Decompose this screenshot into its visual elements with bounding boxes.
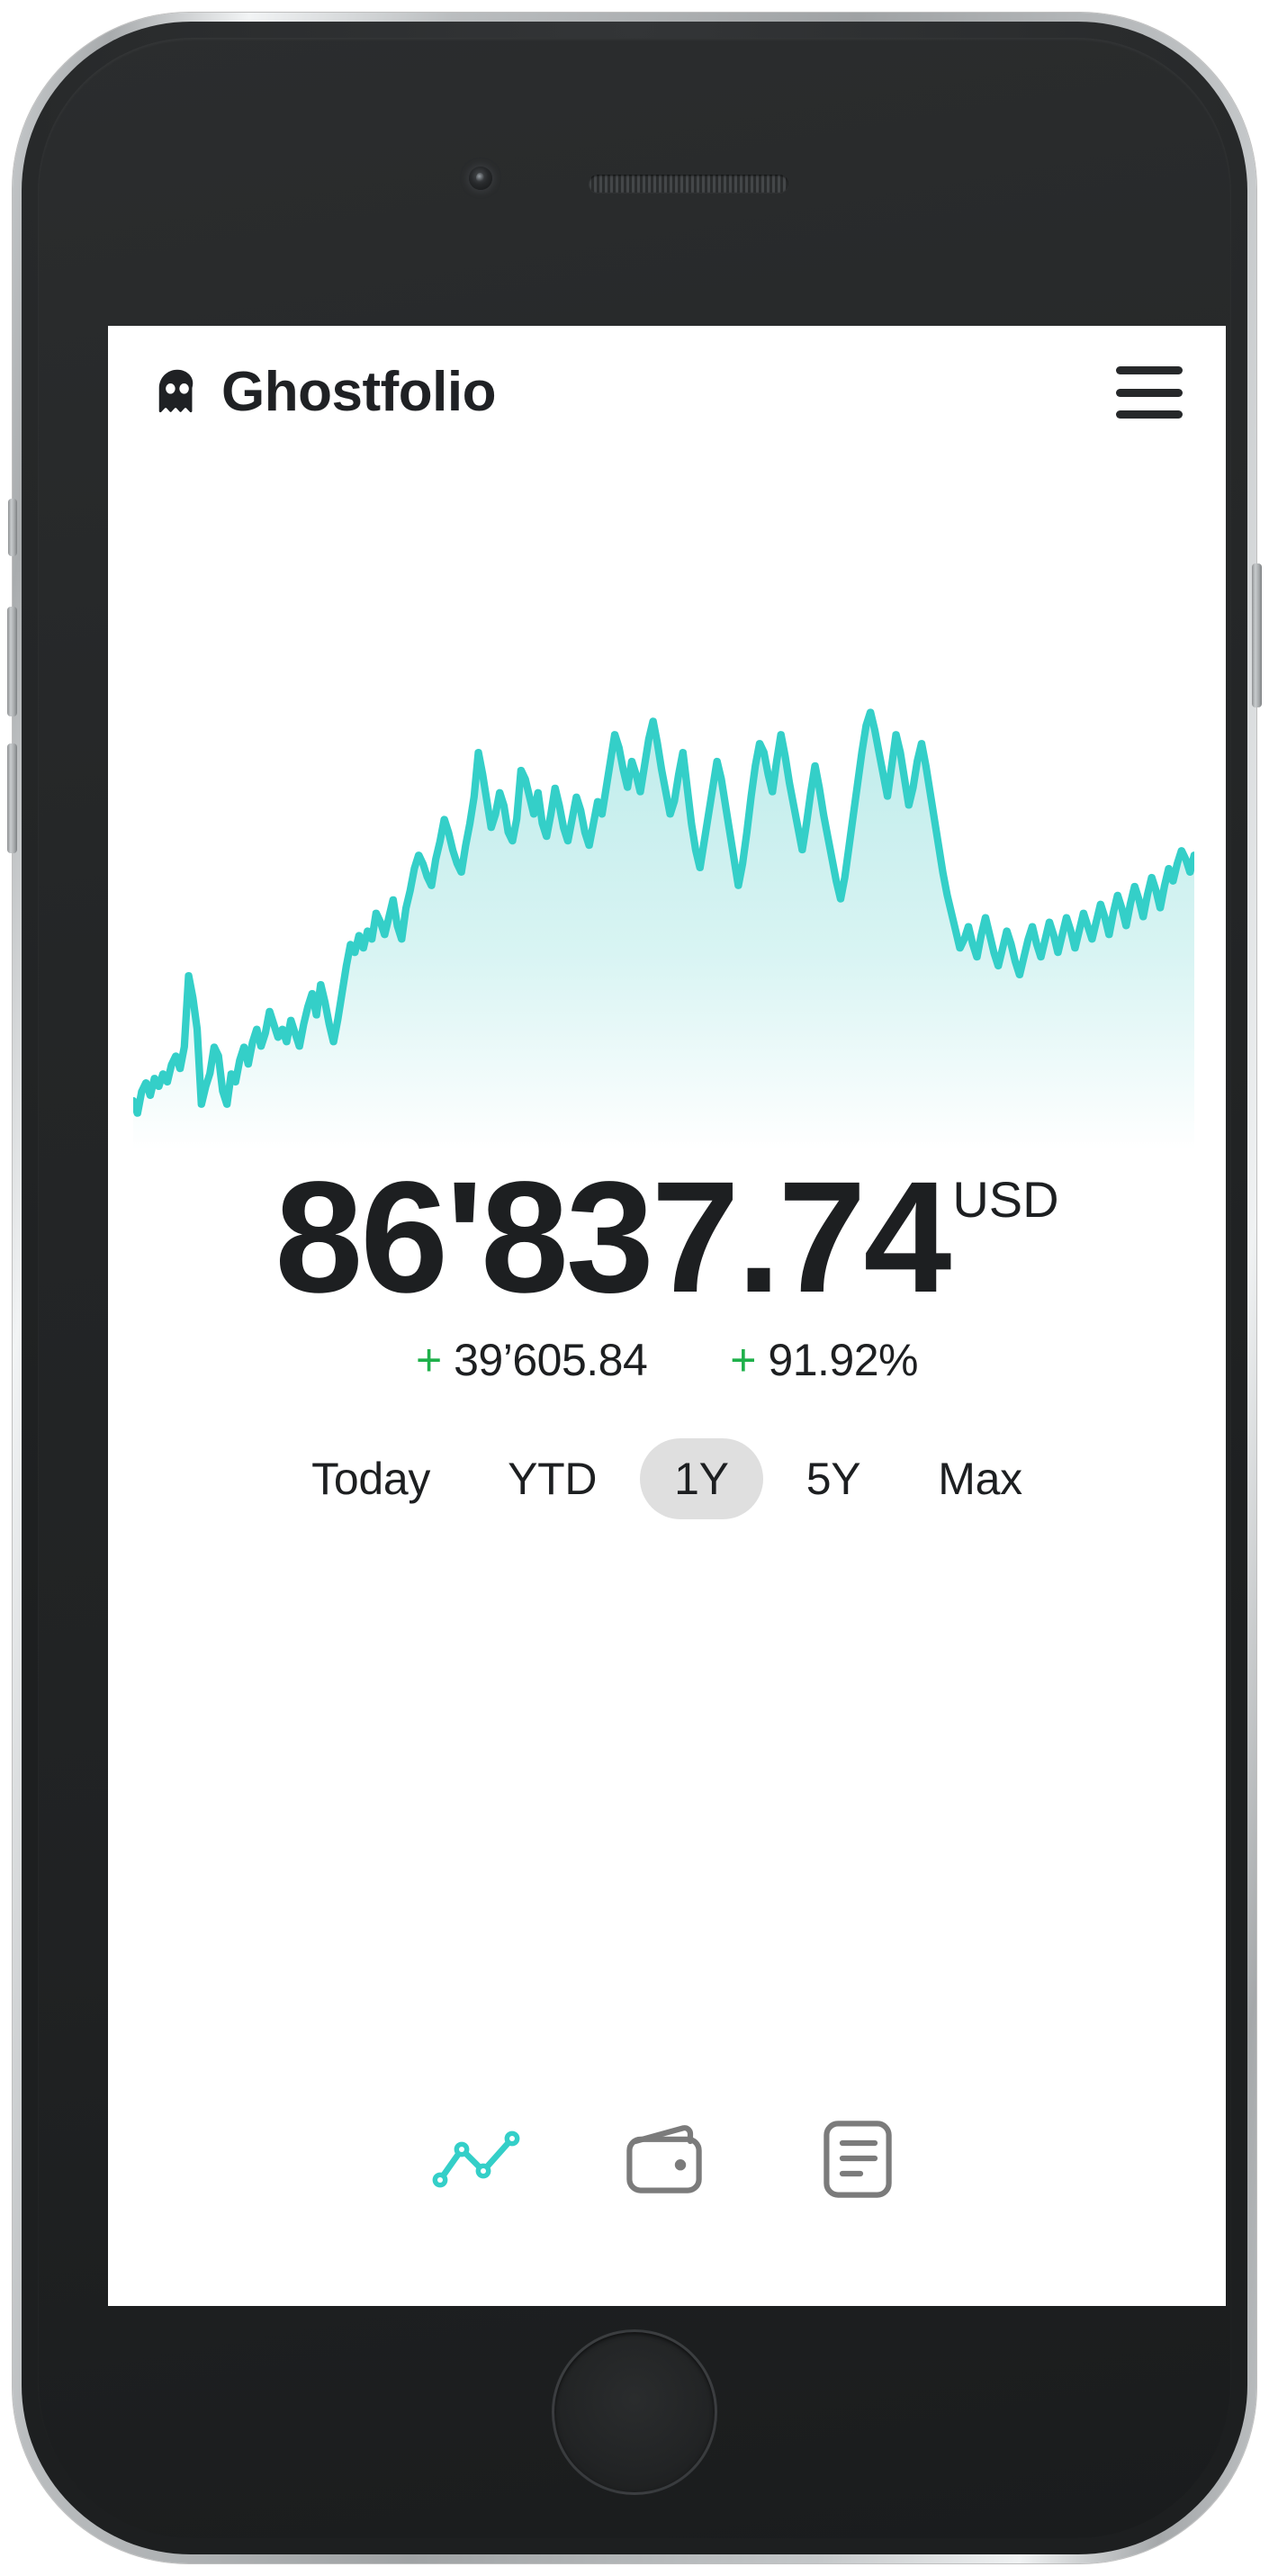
line-chart-icon — [429, 2126, 523, 2193]
brand-name: Ghostfolio — [221, 361, 496, 423]
hamburger-bar-3 — [1116, 410, 1183, 419]
absolute-change: + 39’605.84 — [416, 1334, 648, 1386]
nav-transactions[interactable] — [762, 2118, 953, 2201]
document-icon — [821, 2118, 895, 2201]
range-button-ytd[interactable]: YTD — [473, 1438, 631, 1519]
hamburger-bar-1 — [1116, 366, 1183, 374]
silent-switch[interactable] — [8, 499, 17, 556]
range-button-1y[interactable]: 1Y — [640, 1437, 763, 1519]
portfolio-currency: USD — [952, 1171, 1059, 1228]
brand-logo-link[interactable]: Ghostfolio — [153, 365, 496, 420]
hamburger-menu-icon[interactable] — [1116, 366, 1183, 419]
bottom-navigation — [108, 2099, 1226, 2306]
volume-up-button[interactable] — [7, 607, 17, 716]
nav-portfolio[interactable] — [572, 2121, 762, 2198]
portfolio-performance-chart[interactable] — [108, 682, 1226, 1150]
earpiece-speaker-icon — [589, 175, 788, 193]
portfolio-change-row: + 39’605.84 + 91.92% — [108, 1334, 1226, 1386]
date-range-selector[interactable]: Today YTD 1Y 5Y Max — [108, 1437, 1226, 1519]
home-button[interactable] — [552, 2329, 717, 2495]
percent-change-value: 91.92% — [768, 1334, 918, 1385]
phone-body: Ghostfolio — [22, 22, 1247, 2554]
absolute-change-value: 39’605.84 — [454, 1334, 648, 1385]
phone-bezel: Ghostfolio — [38, 38, 1231, 2538]
nav-overview[interactable] — [381, 2126, 572, 2193]
percent-change: + 91.92% — [730, 1334, 918, 1386]
chart-line — [133, 708, 1194, 1117]
ghost-icon — [153, 368, 202, 417]
volume-down-button[interactable] — [7, 743, 17, 853]
absolute-change-sign: + — [416, 1334, 442, 1385]
portfolio-value: 86'837.74 — [274, 1149, 951, 1326]
portfolio-value-line: 86'837.74 USD — [274, 1157, 1058, 1320]
phone-frame: Ghostfolio — [7, 13, 1262, 2563]
app-main: 86'837.74 USD + 39’605.84 + — [108, 459, 1226, 2306]
phone-screen: Ghostfolio — [108, 326, 1226, 2306]
range-button-5y[interactable]: 5Y — [772, 1438, 896, 1519]
range-button-today[interactable]: Today — [277, 1438, 464, 1519]
range-button-max[interactable]: Max — [904, 1438, 1057, 1519]
portfolio-value-block: 86'837.74 USD + 39’605.84 + — [108, 1157, 1226, 1386]
power-button[interactable] — [1252, 563, 1262, 707]
hamburger-bar-2 — [1116, 388, 1183, 397]
app-header: Ghostfolio — [108, 326, 1226, 459]
wallet-icon — [624, 2121, 710, 2198]
percent-change-sign: + — [730, 1334, 756, 1385]
front-camera-icon — [469, 167, 492, 190]
chart-area-fill — [133, 711, 1194, 1150]
ghostfolio-app: Ghostfolio — [108, 326, 1226, 2306]
